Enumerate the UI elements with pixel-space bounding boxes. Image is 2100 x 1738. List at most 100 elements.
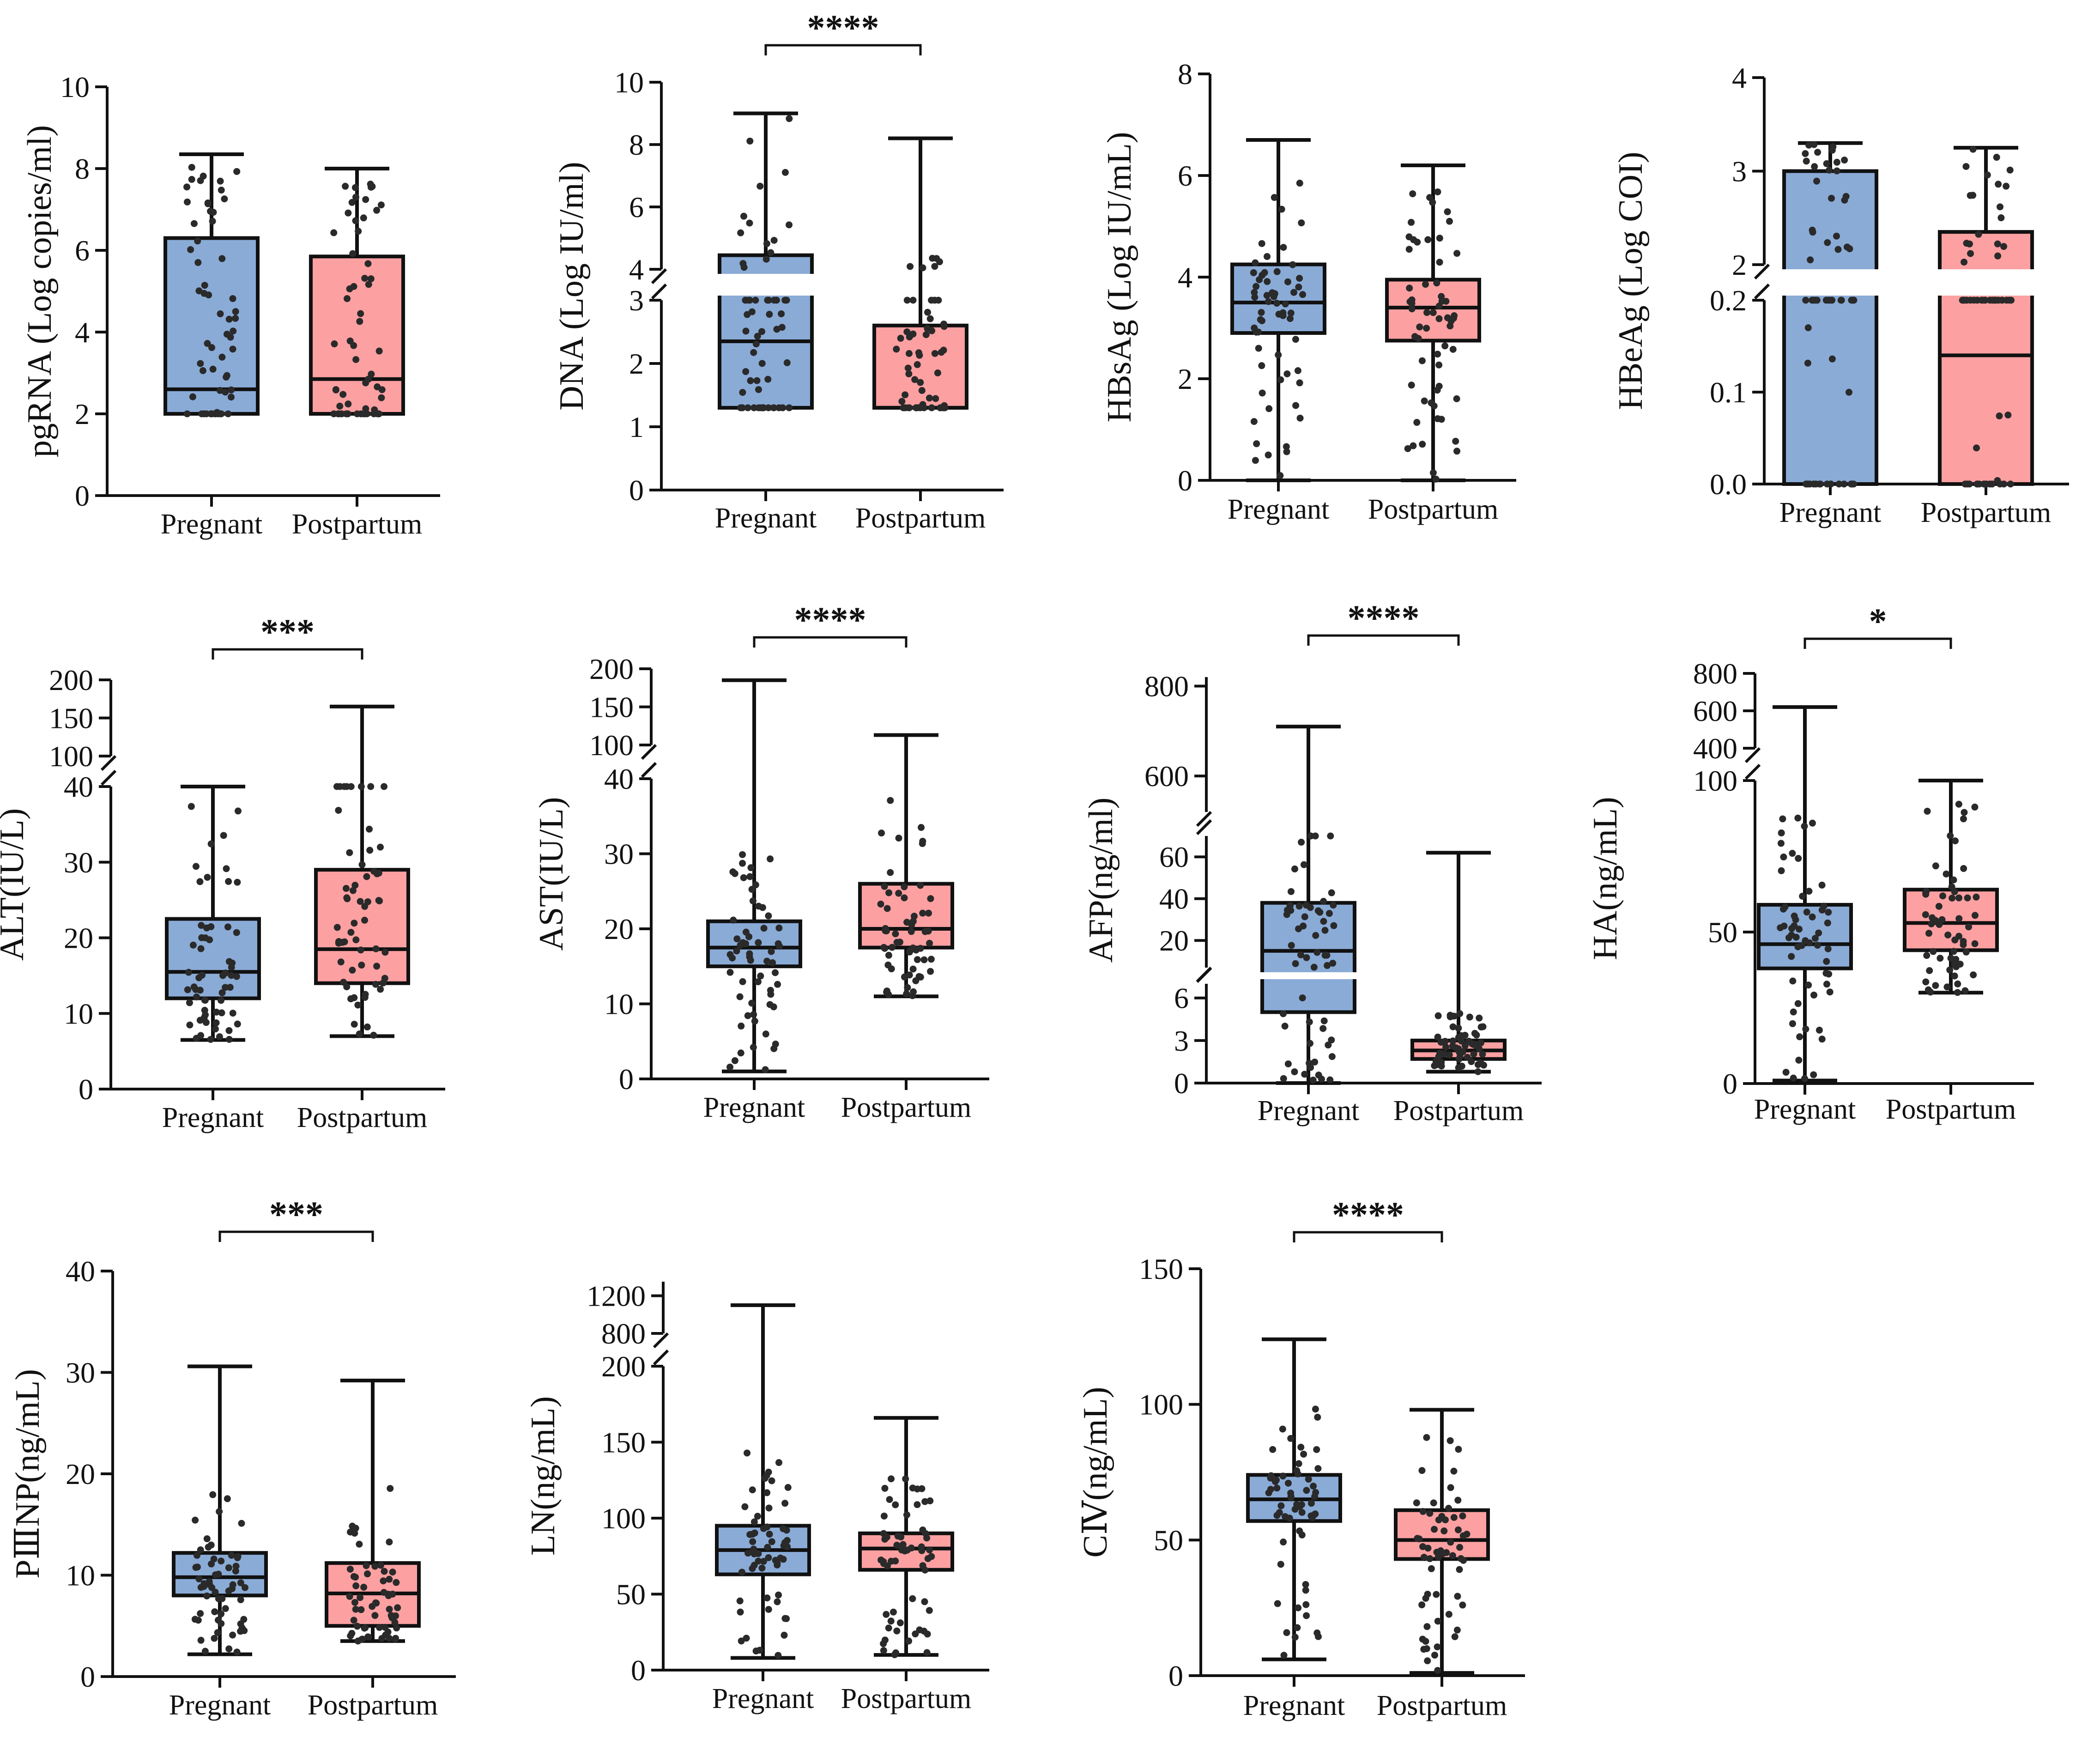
- box-postpartum: [1385, 164, 1481, 483]
- data-point: [1778, 829, 1785, 836]
- data-point: [1986, 297, 1994, 304]
- data-point: [740, 874, 747, 881]
- axis-break-mark: [1744, 747, 1761, 763]
- data-point: [183, 183, 191, 191]
- y-tick-label: 100: [1693, 764, 1737, 797]
- data-point: [1302, 1601, 1310, 1608]
- data-point: [763, 1472, 770, 1479]
- axis-break-mark: [1196, 966, 1212, 983]
- data-point: [1809, 819, 1816, 827]
- data-point: [228, 1552, 235, 1559]
- data-point: [207, 1036, 214, 1043]
- data-point: [1419, 1635, 1426, 1643]
- data-point: [224, 410, 232, 418]
- data-point: [881, 1636, 889, 1644]
- y-tick-label: 10: [604, 988, 634, 1021]
- data-point: [1806, 939, 1813, 946]
- data-point: [203, 1535, 211, 1543]
- data-point: [768, 1538, 775, 1545]
- data-point: [363, 1562, 370, 1569]
- data-point: [764, 1544, 771, 1551]
- data-point: [759, 404, 766, 412]
- data-point: [897, 334, 904, 342]
- data-point: [1993, 154, 2000, 161]
- data-point: [1833, 158, 1840, 166]
- data-point: [1435, 382, 1443, 390]
- bracket-line: [1307, 634, 1460, 646]
- data-point: [1270, 293, 1277, 300]
- data-point: [914, 361, 921, 368]
- data-point: [1818, 1036, 1826, 1043]
- data-point: [357, 1594, 364, 1601]
- data-point: [346, 849, 353, 856]
- data-point: [926, 394, 933, 402]
- data-point: [739, 860, 746, 867]
- data-point: [1330, 922, 1337, 929]
- data-point: [1267, 1474, 1274, 1482]
- data-point: [1955, 894, 1963, 902]
- data-point: [330, 229, 338, 236]
- data-point: [886, 1496, 893, 1503]
- data-point: [1943, 983, 1951, 991]
- x-category-label: Pregnant: [1243, 1690, 1345, 1721]
- data-point: [1435, 315, 1443, 322]
- axis-break-mark: [1196, 811, 1212, 827]
- data-point: [1291, 1634, 1299, 1641]
- data-point: [222, 969, 229, 977]
- panel-4: 0.0 0.1 0.22 3 4 Pregnant Postpartum HBeAg (Log…: [1612, 61, 2069, 528]
- data-point: [1287, 1435, 1295, 1442]
- data-point: [1409, 190, 1416, 198]
- data-point: [893, 1627, 901, 1635]
- data-point: [883, 927, 890, 935]
- data-point: [1259, 389, 1266, 397]
- significance-bracket: ***: [218, 1194, 374, 1242]
- data-point: [1329, 959, 1337, 967]
- data-point: [1273, 268, 1281, 275]
- axis-break-mark: [641, 744, 657, 760]
- x-category-label: Pregnant: [1779, 497, 1881, 528]
- data-point: [218, 997, 225, 1004]
- data-point: [1460, 1556, 1467, 1564]
- data-point: [218, 1610, 225, 1617]
- y-tick-label: 2: [75, 398, 90, 430]
- data-point: [371, 1612, 379, 1619]
- x-category-label: Postpartum: [855, 503, 986, 534]
- data-point: [1825, 908, 1832, 916]
- data-point: [373, 1599, 380, 1607]
- data-point: [1782, 1069, 1790, 1076]
- data-point: [2006, 166, 2014, 174]
- data-point: [362, 196, 369, 203]
- data-point: [901, 894, 908, 902]
- data-point: [1961, 809, 1968, 816]
- data-point: [223, 865, 230, 872]
- data-point: [1973, 480, 1981, 488]
- data-point: [938, 349, 945, 356]
- data-point: [354, 1623, 361, 1630]
- data-point: [1996, 412, 2003, 420]
- data-point: [358, 861, 366, 868]
- data-point: [1804, 324, 1812, 332]
- data-point: [1453, 1626, 1461, 1634]
- data-point: [756, 1647, 763, 1654]
- x-category-label: Pregnant: [715, 503, 817, 534]
- axis-break-mark: [653, 1349, 669, 1366]
- data-point: [748, 886, 756, 893]
- data-point: [927, 968, 934, 975]
- data-point: [1440, 1527, 1448, 1535]
- data-point: [765, 1504, 773, 1512]
- data-point: [1271, 194, 1278, 201]
- data-point: [1947, 832, 1954, 840]
- data-point: [214, 1617, 222, 1624]
- data-point: [1278, 206, 1285, 213]
- data-point: [1455, 1055, 1463, 1063]
- data-point: [1321, 927, 1329, 934]
- y-tick-label: 400: [1693, 732, 1737, 765]
- data-point: [1810, 141, 1818, 148]
- data-point: [232, 315, 239, 322]
- data-point: [1960, 815, 1967, 823]
- data-point: [1437, 1039, 1445, 1046]
- data-point: [1446, 1437, 1454, 1444]
- data-point: [1280, 1075, 1287, 1082]
- data-point: [1430, 1499, 1437, 1507]
